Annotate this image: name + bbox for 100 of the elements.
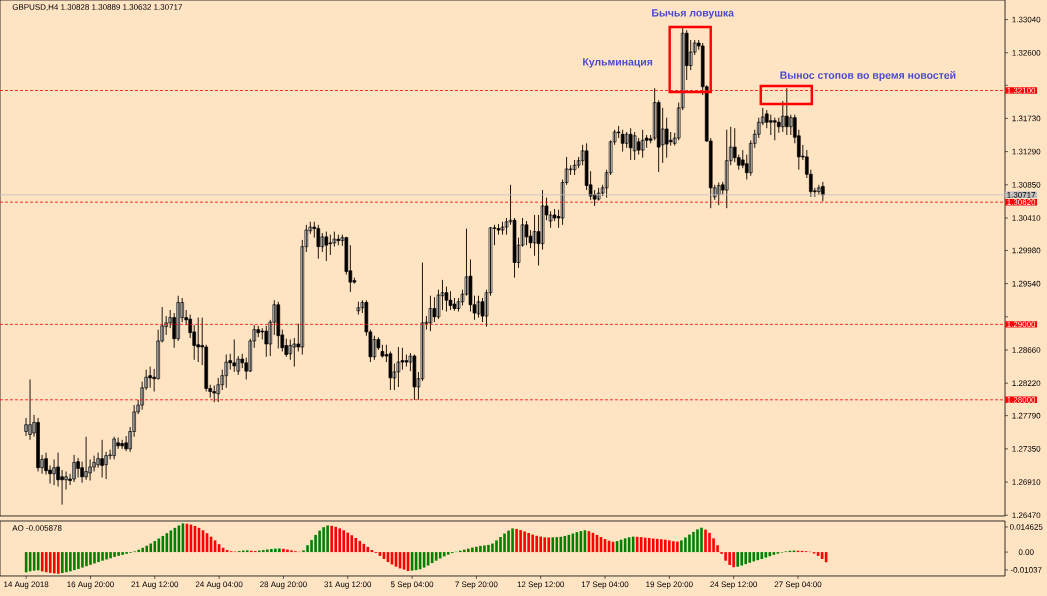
bar [121, 552, 124, 555]
bar [40, 552, 44, 572]
bar [708, 532, 711, 553]
bar [278, 548, 281, 553]
bar [523, 531, 526, 553]
bar [338, 528, 341, 553]
bar [149, 543, 153, 553]
candlestick [500, 221, 505, 236]
bar [141, 547, 145, 553]
bar [688, 534, 691, 553]
bar [744, 552, 748, 565]
bar [326, 525, 329, 553]
bar [551, 537, 555, 553]
annotation: Вынос стопов во время новостей [780, 71, 956, 81]
candlestick [396, 346, 401, 388]
bar [495, 540, 498, 553]
bar [660, 539, 663, 553]
bar [48, 552, 52, 573]
candlestick [412, 354, 417, 401]
bar [527, 533, 530, 553]
bar [113, 552, 116, 557]
bar [704, 529, 707, 553]
candlestick [196, 317, 200, 363]
bar [467, 548, 470, 553]
bar [471, 547, 474, 553]
candlestick [232, 339, 237, 373]
bar [535, 535, 538, 553]
candlestick [632, 131, 637, 161]
bar [479, 545, 482, 553]
bar [519, 530, 522, 553]
bar [117, 552, 120, 556]
bar [740, 552, 743, 566]
bar [543, 537, 547, 553]
bar [153, 541, 157, 553]
bar [647, 538, 651, 553]
bar [322, 527, 325, 553]
bar [692, 531, 695, 553]
bar [89, 552, 92, 565]
bar [81, 552, 84, 568]
bar [346, 532, 350, 553]
bar [756, 552, 760, 561]
candlestick [532, 214, 537, 257]
candlestick [524, 220, 529, 246]
bar [137, 549, 140, 553]
bar [446, 552, 450, 555]
bar [109, 552, 112, 559]
candlestick [212, 385, 217, 403]
bar [145, 545, 149, 553]
candlestick [148, 366, 152, 389]
bar [318, 530, 321, 553]
candlestick [448, 290, 453, 311]
bar [101, 552, 104, 561]
bar [531, 534, 534, 553]
bar [73, 552, 76, 571]
bar [358, 540, 362, 553]
bar [475, 546, 478, 553]
bar [748, 552, 752, 563]
bar [342, 530, 346, 553]
bar [515, 528, 518, 553]
candlestick [380, 344, 385, 359]
bar [511, 528, 514, 553]
bar [354, 538, 358, 553]
bar [736, 552, 739, 567]
bar [655, 538, 659, 553]
bar [52, 552, 56, 574]
bar [503, 533, 506, 553]
bar [643, 537, 647, 553]
candlestick [292, 337, 297, 368]
bar [680, 540, 683, 553]
bar [684, 537, 687, 553]
bar [314, 534, 317, 553]
bar [487, 544, 490, 553]
bar [696, 529, 699, 553]
bar [555, 537, 559, 553]
bar [270, 549, 273, 553]
bar [724, 552, 727, 561]
bar [559, 536, 563, 553]
bar [499, 536, 502, 553]
bar [350, 535, 354, 553]
bar [442, 552, 446, 557]
bar [700, 527, 703, 553]
bar [61, 552, 64, 574]
bar [760, 552, 764, 559]
bar [651, 538, 655, 553]
bar [539, 536, 542, 553]
bar [69, 552, 72, 572]
annotation: Кульминация [583, 58, 653, 68]
candlestick [356, 301, 361, 316]
bar [44, 552, 48, 573]
bar [57, 552, 60, 574]
candlestick [773, 117, 777, 141]
candlestick [572, 159, 577, 176]
bar [507, 530, 510, 553]
bar [483, 545, 486, 553]
bar [672, 541, 675, 553]
candlestick [428, 295, 433, 332]
bar [732, 552, 735, 568]
candlestick [664, 117, 669, 159]
bar [93, 552, 96, 564]
bar [728, 552, 731, 565]
